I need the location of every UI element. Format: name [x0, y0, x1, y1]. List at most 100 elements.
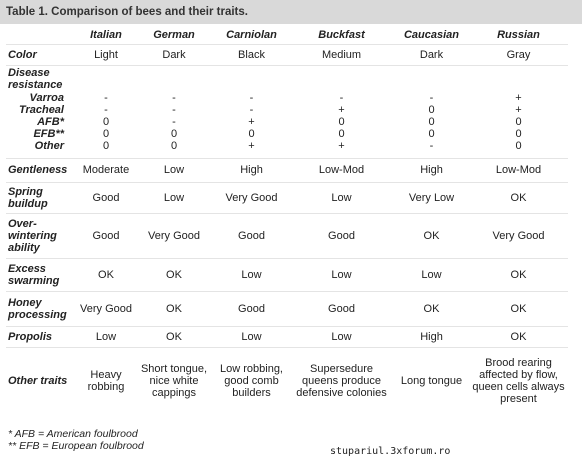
cell: + — [338, 140, 345, 152]
cell: 0 — [515, 140, 522, 152]
cell: - — [172, 92, 176, 104]
cell: Good — [289, 290, 394, 326]
row-label: Other traits — [6, 346, 78, 415]
table-row: Gentleness Moderate Low High Low-Mod High Low-… — [6, 157, 568, 182]
cell: Very Good — [78, 290, 134, 326]
sub-label: Tracheal — [18, 104, 64, 116]
cell: OK — [469, 290, 568, 326]
cell: 0 — [102, 116, 110, 128]
row-label: Spring buildup — [6, 181, 78, 213]
sub-row: EFB** 0 0 0 0 0 0 — [6, 128, 568, 140]
column-header: Russian — [497, 29, 540, 41]
cell: Heavy robbing — [78, 346, 134, 415]
table-row: Honey processing Very Good OK Good Good OK OK — [6, 290, 568, 326]
cell: + — [248, 140, 255, 152]
cell: Supersedure queens produce defensive col… — [289, 346, 394, 415]
row-label: Excess swarming — [6, 257, 78, 291]
cell: OK — [134, 290, 214, 326]
table-row: Propolis Low OK Low Low High OK — [6, 325, 568, 347]
cell: Moderate — [78, 157, 134, 182]
cell: 0 — [102, 140, 110, 152]
row-label: Propolis — [6, 325, 78, 347]
table-row: Color Light Dark Black Medium Dark Gray — [6, 44, 568, 66]
cell: Light — [78, 44, 134, 66]
cell: Low — [78, 325, 134, 347]
row-label: Gentleness — [6, 157, 78, 182]
cell: Low — [289, 181, 394, 213]
cell: - — [104, 104, 108, 116]
cell: OK — [78, 257, 134, 291]
sub-row: Other 0 0 + + - 0 — [6, 140, 568, 152]
column-header: Italian — [90, 29, 122, 41]
column-header: Caucasian — [403, 29, 460, 41]
sub-label: EFB** — [33, 128, 64, 140]
cell: - — [249, 92, 254, 104]
cell: Low-Mod — [289, 157, 394, 182]
cell: 0 — [338, 116, 345, 128]
cell: Long tongue — [394, 346, 469, 415]
table-title: Table 1. Comparison of bees and their tr… — [0, 0, 582, 24]
cell: Medium — [289, 44, 394, 66]
corner — [6, 26, 78, 45]
cell: Very Good — [469, 212, 568, 258]
column-header: Buckfast — [318, 29, 365, 41]
cell: OK — [134, 257, 214, 291]
cell: Gray — [469, 44, 568, 66]
row-label: Disease resistance — [6, 65, 78, 92]
cell: High — [214, 157, 289, 182]
cell: Low — [134, 157, 214, 182]
cell: - — [429, 92, 434, 104]
cell: Good — [214, 212, 289, 258]
cell: Short tongue, nice white cappings — [134, 346, 214, 415]
cell: 0 — [515, 116, 522, 128]
cell: 0 — [338, 128, 345, 140]
cell: Good — [78, 212, 134, 258]
cell: High — [394, 325, 469, 347]
cell: 0 — [102, 128, 110, 140]
cell: + — [338, 104, 345, 116]
cell: Very Low — [394, 181, 469, 213]
sub-label: AFB* — [37, 116, 64, 128]
cell: + — [515, 92, 522, 104]
cell: Low — [394, 257, 469, 291]
cell: - — [429, 140, 434, 152]
cell: 0 — [170, 128, 178, 140]
cell: Good — [289, 212, 394, 258]
row-label: Honey processing — [6, 290, 78, 326]
cell: OK — [469, 181, 568, 213]
cell: Low — [214, 257, 289, 291]
sub-label: Other — [34, 140, 64, 152]
cell: OK — [134, 325, 214, 347]
watermark: stupariul.3xforum.ro — [330, 446, 451, 457]
cell: - — [172, 116, 176, 128]
row-label: Color — [6, 44, 78, 66]
cell: 0 — [170, 140, 178, 152]
column-header: German — [153, 29, 195, 41]
header-row: Italian German Carniolan Buckfast Caucasian R… — [6, 26, 568, 45]
table-row: Other traits Heavy robbing Short tongue, n… — [6, 346, 568, 415]
table-row: Over-wintering ability Good Very Good Good G… — [6, 212, 568, 258]
table-row: Excess swarming OK OK Low Low Low OK — [6, 257, 568, 291]
table-row: Spring buildup Good Low Very Good Low Very Lo… — [6, 181, 568, 213]
cell: Black — [214, 44, 289, 66]
footnote: * AFB = American foulbrood — [8, 428, 138, 440]
cell: Dark — [134, 44, 214, 66]
row-label: Over-wintering ability — [6, 212, 78, 258]
cell: High — [394, 157, 469, 182]
cell: Dark — [394, 44, 469, 66]
table-body: Color Light Dark Black Medium Dark Gray Disease… — [6, 44, 568, 415]
cell: OK — [469, 257, 568, 291]
cell: - — [104, 92, 108, 104]
cell: 0 — [428, 128, 435, 140]
sub-row: Varroa - - - - - + — [6, 92, 568, 104]
cell: OK — [469, 325, 568, 347]
column-header: Carniolan — [226, 29, 277, 41]
cell: OK — [394, 212, 469, 258]
sub-row: AFB* 0 - +0 0 0 — [6, 116, 568, 128]
sub-label: Varroa — [29, 92, 64, 104]
cell: - — [249, 104, 254, 116]
footnote: ** EFB = European foulbrood — [8, 440, 144, 452]
cell: Good — [78, 181, 134, 213]
cell: - — [339, 92, 344, 104]
